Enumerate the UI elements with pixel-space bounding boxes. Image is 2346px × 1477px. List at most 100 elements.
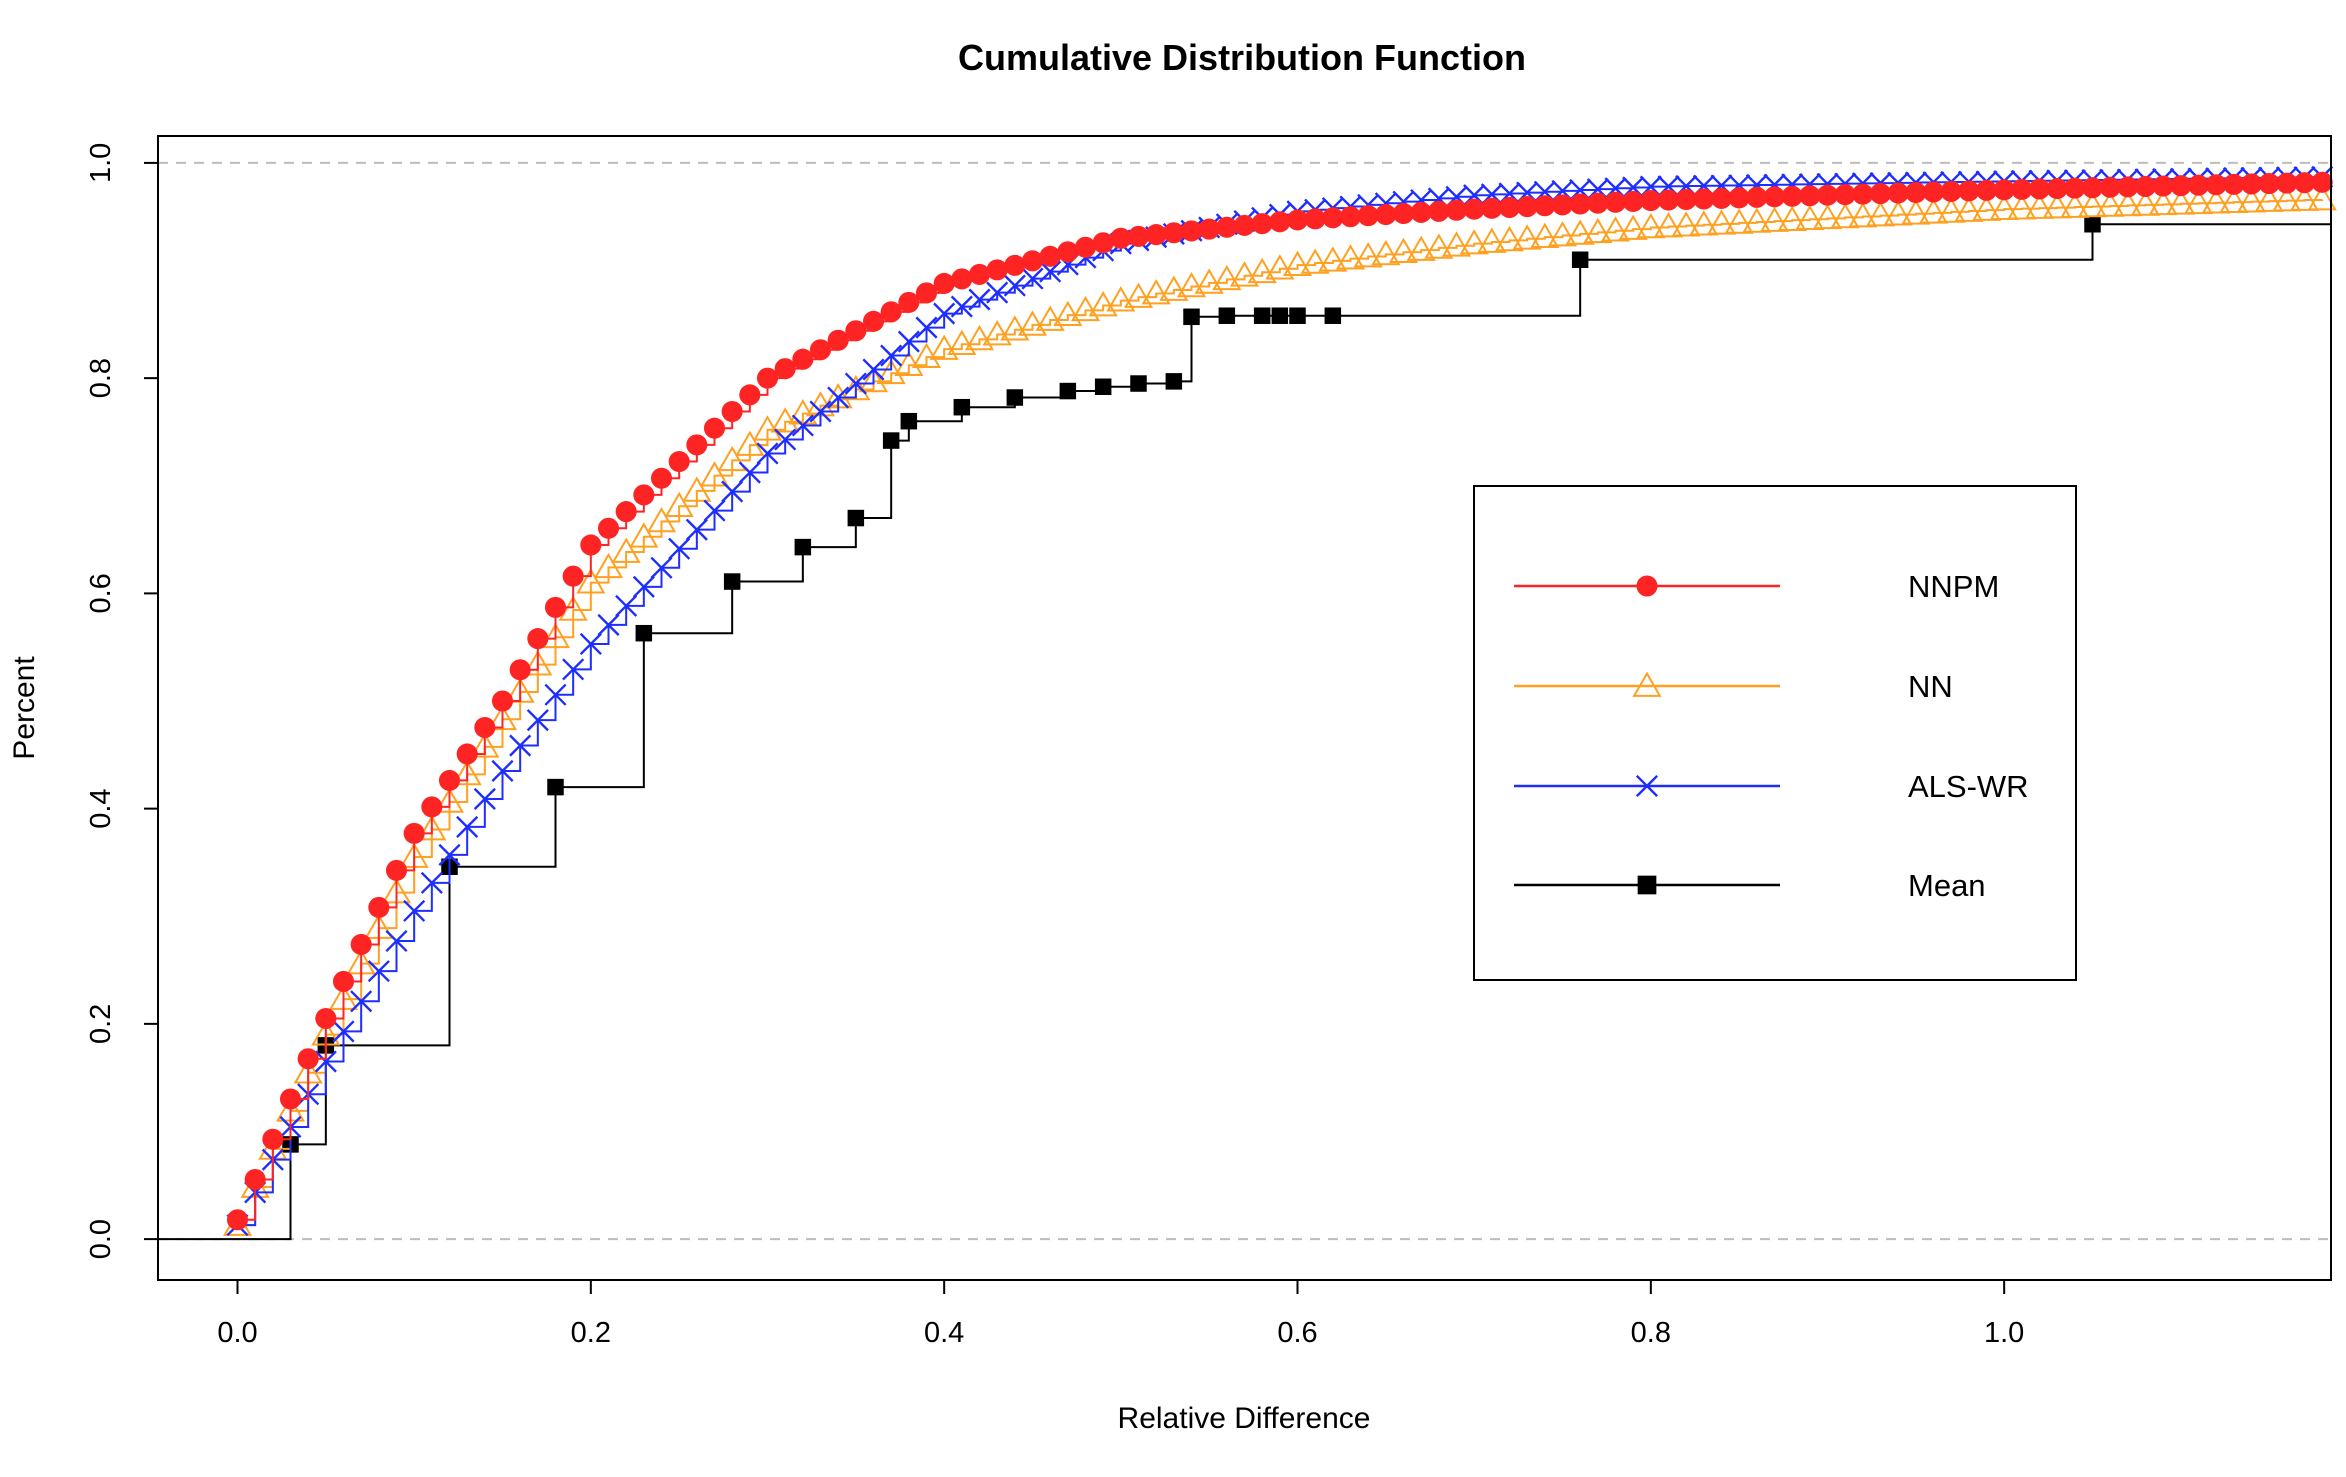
data-point-nnpm [1922, 181, 1945, 203]
data-point-nnpm [1039, 245, 1061, 267]
data-point-nnpm [1410, 201, 1432, 223]
data-point-nn [1795, 204, 1825, 231]
data-point-nn [1883, 200, 1913, 226]
legend: NNPM NN ALS-WR Mean [1473, 485, 2077, 981]
data-point-nn [664, 491, 694, 518]
data-point-nnpm [1799, 185, 1821, 207]
data-point-nn [2289, 185, 2320, 211]
data-point-nn [1000, 315, 1030, 341]
data-point-nnpm [1481, 197, 1503, 219]
data-point-nn [1371, 239, 1401, 266]
data-point-als-wr [968, 288, 991, 311]
data-point-nnpm [1640, 190, 1662, 212]
legend-entries: NNPM NN ALS-WR Mean [1514, 569, 2029, 903]
data-point-nn [629, 522, 659, 548]
data-point-nnpm [527, 628, 549, 650]
data-point-nnpm [509, 659, 531, 681]
data-point-mean [1218, 307, 1236, 324]
data-point-mean [2084, 215, 2101, 233]
data-point-nnpm [2064, 177, 2086, 199]
data-point-als-wr [544, 683, 567, 706]
data-point-nn [964, 324, 995, 351]
data-point-mean [1571, 251, 1589, 269]
data-point-nn [1388, 237, 1419, 264]
data-point-nn [1159, 275, 1189, 301]
data-point-mean [1289, 307, 1306, 324]
data-point-nn [1706, 209, 1737, 235]
data-point-nnpm [615, 501, 637, 523]
data-point-nnpm [474, 716, 496, 739]
data-point-nn [1353, 242, 1383, 268]
data-point-nn [1830, 202, 1860, 229]
data-point-nnpm [1604, 191, 1627, 213]
data-point-nnpm [774, 358, 796, 380]
legend-item-als-wr: ALS-WR [1514, 769, 2029, 804]
series-mean [158, 215, 2331, 1241]
data-point-nnpm [1110, 227, 1132, 249]
series-layer [158, 161, 2337, 1241]
data-point-nn [1035, 305, 1065, 331]
data-point-mean [1130, 375, 1147, 392]
data-point-nn [1971, 195, 2002, 221]
data-point-nnpm [2293, 172, 2316, 194]
data-point-als-wr [1021, 267, 1044, 290]
data-point-nnpm [1958, 180, 1980, 202]
data-point-nnpm [2117, 176, 2139, 198]
data-point-nn [540, 622, 571, 649]
data-point-nnpm [1834, 184, 1856, 206]
data-point-nnpm [403, 822, 425, 844]
legend-box [1473, 485, 2077, 981]
data-point-nnpm [1746, 186, 1768, 208]
data-point-nn [2307, 184, 2337, 211]
data-point-nn [2272, 186, 2302, 212]
data-point-nnpm [1127, 225, 1150, 247]
data-point-nn [1229, 261, 1260, 287]
data-point-mean [723, 573, 741, 590]
y-tick-label: 0.2 [85, 1004, 117, 1044]
data-point-nnpm [703, 417, 726, 439]
data-point-nn [576, 568, 606, 594]
data-point-mean [882, 432, 900, 449]
data-point-nnpm [1004, 254, 1026, 276]
data-point-nnpm [633, 484, 655, 506]
data-point-nn [470, 732, 500, 758]
data-point-nn [2148, 189, 2178, 216]
data-point-nn [1335, 244, 1366, 270]
data-point-als-wr [579, 632, 602, 656]
data-point-nn [1318, 246, 1348, 272]
data-point-nn [2201, 188, 2231, 214]
data-point-als-wr [438, 843, 461, 866]
data-point-nnpm [1269, 211, 1291, 233]
data-point-als-wr [897, 330, 920, 353]
data-point-nnpm [1587, 192, 1609, 214]
y-tick-label: 0.8 [85, 358, 117, 398]
data-point-nn [1194, 268, 1224, 294]
data-point-nn [2095, 191, 2125, 217]
data-point-als-wr [491, 759, 514, 783]
data-point-als-wr [403, 899, 426, 922]
y-tick-label: 0.0 [85, 1219, 117, 1259]
data-point-nnpm [2170, 175, 2192, 197]
data-point-nnpm [1445, 199, 1468, 221]
data-point-nn [1759, 206, 1790, 232]
data-point-nnpm [2223, 173, 2245, 195]
legend-item-nnpm: NNPM [1514, 569, 1999, 604]
data-point-nnpm [456, 743, 478, 765]
data-point-nnpm [1887, 182, 1909, 204]
data-point-nn [1742, 207, 1772, 233]
data-point-nn [2060, 192, 2090, 218]
legend-label-als-wr: ALS-WR [1908, 769, 2029, 804]
data-point-nnpm [915, 282, 938, 304]
data-point-nnpm [2134, 175, 2157, 198]
data-point-nn [1653, 212, 1684, 238]
data-point-nnpm [845, 320, 867, 342]
x-tick-label: 1.0 [1984, 1317, 2024, 1349]
data-point-mean [900, 412, 918, 430]
data-point-nn [1106, 286, 1136, 312]
data-point-nnpm [2276, 172, 2298, 194]
data-point-als-wr [703, 499, 726, 522]
data-point-nn [1954, 196, 1984, 222]
data-point-nnpm [1074, 236, 1097, 258]
data-point-nn [593, 552, 624, 579]
